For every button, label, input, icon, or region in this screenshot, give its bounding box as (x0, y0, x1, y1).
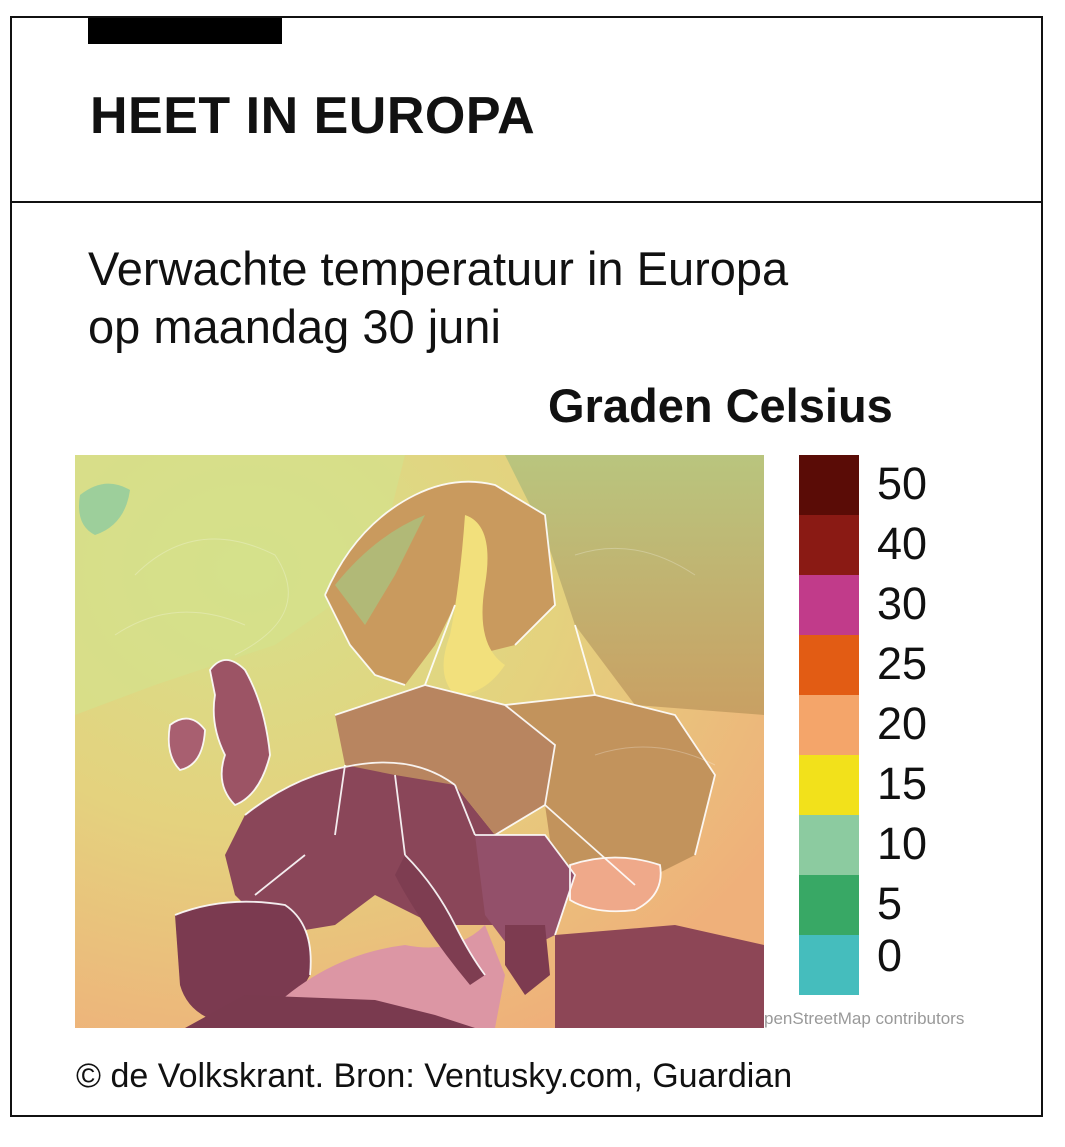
black-sea (570, 857, 661, 912)
legend-label: 10 (877, 818, 928, 869)
wind-streamlines (114, 538, 716, 766)
central-europe (335, 685, 555, 835)
legend-swatch (799, 815, 859, 875)
europe-map-graphic (75, 455, 764, 1028)
legend-label: 15 (877, 758, 928, 809)
legend-label: 0 (877, 930, 903, 981)
balkans (475, 835, 575, 955)
graphic-frame (10, 16, 1043, 1117)
north-africa (185, 995, 475, 1028)
legend-swatch (799, 935, 859, 995)
uk-ireland (210, 660, 270, 805)
legend-swatch (799, 575, 859, 635)
map-attribution: penStreetMap contributors (764, 1009, 965, 1028)
mainland-hot-core (225, 762, 515, 935)
legend-swatch (799, 515, 859, 575)
legend-unit-label: Graden Celsius (548, 379, 893, 432)
scandinavia (325, 481, 555, 685)
scandinavia-mountains (335, 515, 425, 625)
legend-label: 50 (877, 458, 928, 509)
russia-north-region (505, 455, 764, 715)
atlantic-cool-region (75, 455, 405, 715)
greece (505, 925, 550, 995)
legend-label: 25 (877, 638, 928, 689)
legend-label: 30 (877, 578, 928, 629)
iceland-cool-patch (79, 483, 130, 535)
page-title: HEET IN EUROPA (90, 87, 536, 145)
header-divider (10, 201, 1043, 203)
turkey (555, 925, 764, 1028)
legend-swatch (799, 455, 859, 515)
legend-swatch (799, 875, 859, 935)
ireland (168, 718, 205, 770)
color-legend (799, 455, 859, 995)
subtitle: Verwachte temperatuur in Europa op maand… (88, 242, 789, 353)
baltic-sea (443, 515, 505, 695)
italy (395, 855, 485, 985)
country-borders (167, 480, 716, 976)
legend-swatch (799, 695, 859, 755)
legend-label: 5 (877, 878, 903, 929)
source-credit: © de Volkskrant. Bron: Ventusky.com, Gua… (76, 1057, 793, 1095)
temperature-map (75, 455, 764, 1028)
legend-label: 20 (877, 698, 928, 749)
eastern-europe (505, 695, 715, 885)
header-accent-bar (88, 18, 282, 44)
legend-label: 40 (877, 518, 928, 569)
legend-swatch (799, 635, 859, 695)
legend-swatch (799, 755, 859, 815)
iberia (175, 901, 311, 1025)
